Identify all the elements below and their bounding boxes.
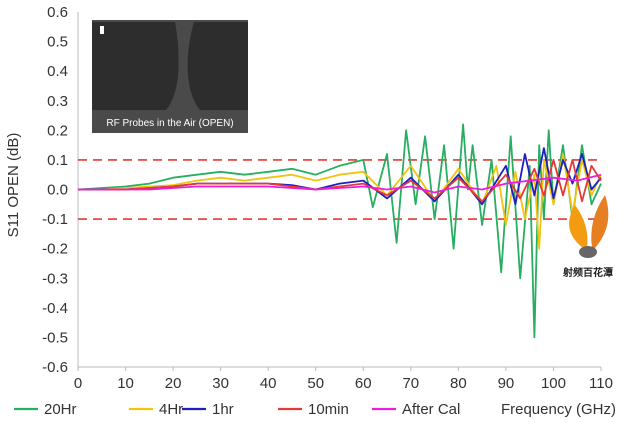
logo-text: 射频百花潭 [562,266,613,279]
y-tick-label: 0.5 [47,34,68,51]
series-line-1hr [78,147,602,206]
y-tick-label: -0.5 [42,329,68,346]
y-tick-label: -0.4 [42,300,68,317]
y-tick-label: 0.3 [47,93,68,110]
legend: 20Hr 4Hr 1hr 10min After Cal [14,401,460,418]
y-axis-title-group: S11 OPEN (dB) [5,133,22,238]
legend-label: 4Hr [159,401,183,418]
legend-label: After Cal [402,401,460,418]
y-tick-labels: 0.6 0.5 0.4 0.3 0.2 0.1 0.0 -0.1 -0.2 -0.3 -0.4 -0.… [42,4,68,376]
x-tick-labels: 0 10 20 30 40 50 60 70 80 90 100 110 [74,367,613,392]
y-tick-label: 0.6 [47,4,68,21]
inset-photo: RF Probes in the Air (OPEN) [92,20,248,133]
inset-caption: RF Probes in the Air (OPEN) [106,118,233,129]
series-line-after-cal [78,173,602,194]
x-tick-label: 100 [541,375,566,392]
y-tick-label: -0.3 [42,270,68,287]
y-tick-label: 0.2 [47,122,68,139]
series-line-20hr [77,123,602,339]
x-tick-label: 10 [117,375,134,392]
y-tick-label: 0.4 [47,63,68,80]
y-tick-label: 0.0 [47,182,68,199]
x-tick-label: 50 [307,375,324,392]
y-tick-label: -0.1 [42,211,68,228]
legend-label: 10min [308,401,349,418]
x-tick-label: 70 [402,375,419,392]
x-tick-label: 110 [589,375,613,392]
watermark-logo: 射频百花潭 [562,195,613,279]
y-axis-title: S11 OPEN (dB) [5,133,22,238]
logo-flame-left-icon [569,205,588,248]
y-tick-label: -0.6 [42,359,68,376]
x-tick-label: 0 [74,375,82,392]
logo-base-icon [579,246,597,258]
x-tick-label: 20 [165,375,182,392]
legend-label: 20Hr [44,401,77,418]
x-tick-label: 80 [450,375,467,392]
series-lines [77,123,602,339]
inset-probe-right [187,22,248,110]
logo-flame-right-icon [591,195,609,248]
x-tick-label: 40 [260,375,277,392]
x-tick-label: 90 [498,375,515,392]
inset-marker [100,26,104,34]
y-tick-label: -0.2 [42,241,68,258]
x-tick-label: 30 [212,375,229,392]
legend-label: 1hr [212,401,234,418]
inset-probe-left [92,22,179,110]
x-tick-label: 60 [355,375,372,392]
reference-lines [78,159,601,220]
y-tick-label: 0.1 [47,152,68,169]
x-axis-title: Frequency (GHz) [501,401,616,418]
